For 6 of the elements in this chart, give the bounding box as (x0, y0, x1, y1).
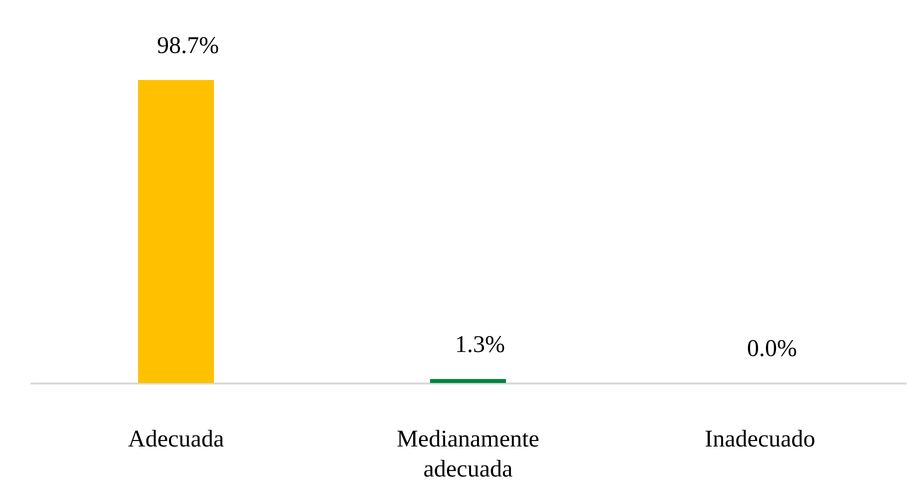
data-label: 0.0% (747, 336, 797, 362)
x-tick-label: Medianamente adecuada (396, 426, 540, 482)
data-label: 1.3% (455, 332, 505, 358)
x-tick-label: Inadecuado (704, 426, 816, 452)
x-tick-label: Adecuada (128, 426, 224, 452)
data-label: 98.7% (157, 33, 219, 59)
